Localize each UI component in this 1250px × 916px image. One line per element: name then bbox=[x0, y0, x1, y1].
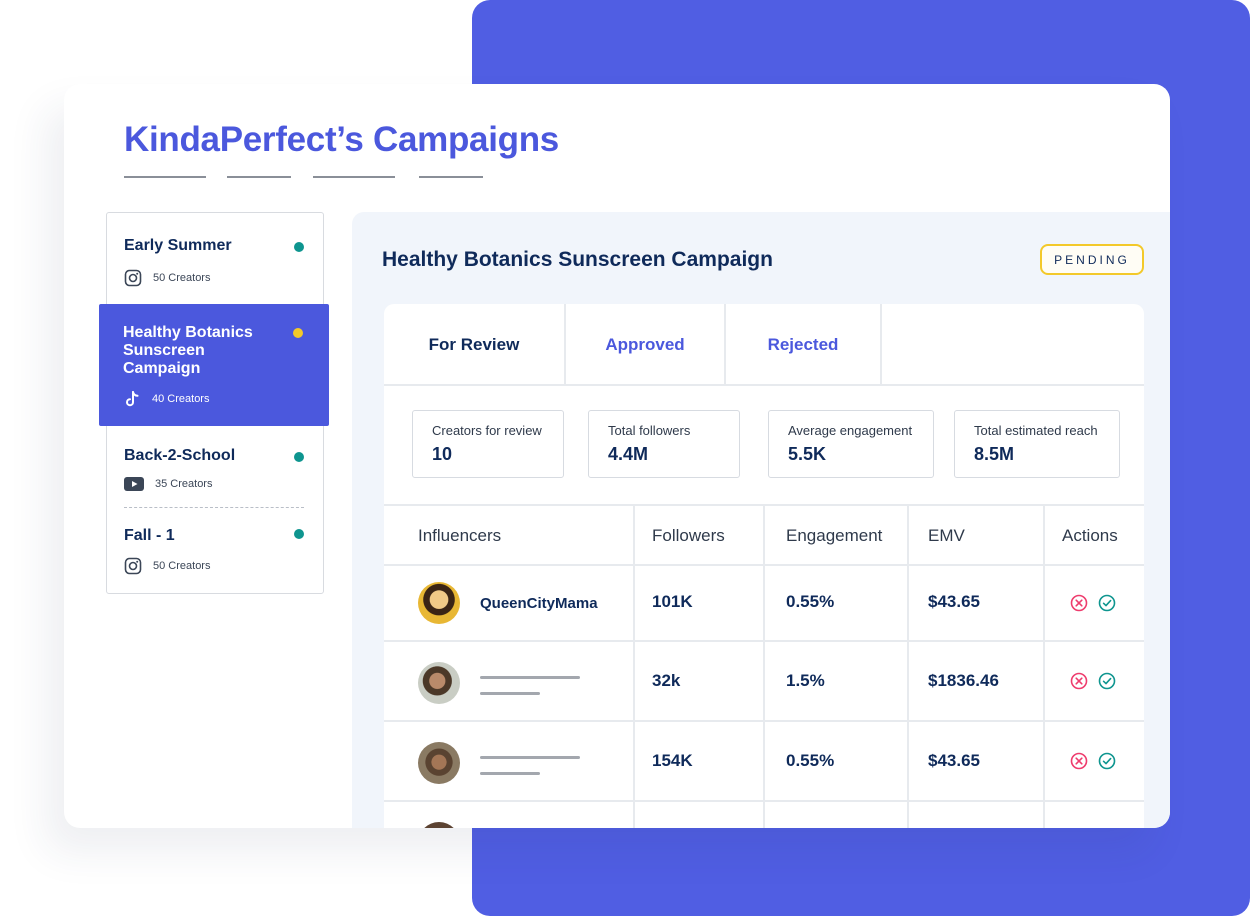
campaign-item-fall-1[interactable]: Fall - 1 50 Creators bbox=[107, 511, 323, 591]
approve-icon[interactable] bbox=[1098, 594, 1116, 612]
creator-count: 50 Creators bbox=[153, 272, 211, 284]
campaign-meta: 50 Creators bbox=[124, 557, 210, 575]
title-tab-placeholder[interactable] bbox=[419, 176, 483, 178]
stat-label: Average engagement bbox=[788, 423, 913, 438]
engagement-cell: 0.55% bbox=[786, 751, 835, 770]
campaign-item-back-2-school[interactable]: Back-2-School 35 Creators bbox=[107, 427, 323, 509]
stat-label: Total estimated reach bbox=[974, 423, 1098, 438]
stats-row: Creators for review 10 Total followers 4… bbox=[384, 388, 1144, 506]
stat-card: Average engagement 5.5K bbox=[768, 410, 934, 478]
avatar bbox=[418, 662, 460, 704]
stat-card: Creators for review 10 bbox=[412, 410, 564, 478]
review-tabs: For Review Approved Rejected bbox=[384, 304, 1144, 386]
creator-count: 40 Creators bbox=[152, 393, 210, 405]
divider bbox=[124, 507, 304, 508]
stat-value: 10 bbox=[432, 444, 453, 464]
emv-cell: $43.65 bbox=[928, 751, 980, 770]
tab-rejected[interactable]: Rejected bbox=[726, 304, 882, 386]
name-placeholder bbox=[480, 676, 580, 679]
stat-value: 5.5K bbox=[788, 444, 827, 464]
engagement-cell: 1.5% bbox=[786, 671, 825, 690]
name-placeholder bbox=[480, 772, 540, 775]
campaign-meta: 40 Creators bbox=[123, 390, 209, 408]
instagram-icon bbox=[124, 557, 142, 575]
status-dot bbox=[294, 242, 304, 252]
youtube-icon bbox=[124, 477, 144, 491]
followers-cell: 101K bbox=[652, 592, 693, 611]
status-badge: PENDING bbox=[1040, 244, 1144, 275]
reject-icon[interactable] bbox=[1070, 752, 1088, 770]
avatar bbox=[418, 742, 460, 784]
table-row[interactable]: QueenCityMama 101K 0.55% $43.65 bbox=[384, 566, 1144, 642]
followers-cell: 32k bbox=[652, 671, 681, 690]
avatar bbox=[418, 822, 460, 828]
page-title: KindaPerfect’s Campaigns bbox=[124, 120, 559, 159]
creator-count: 50 Creators bbox=[153, 560, 211, 572]
campaign-title: Healthy Botanics Sunscreen Campaign bbox=[382, 248, 773, 271]
avatar bbox=[418, 582, 460, 624]
approve-icon[interactable] bbox=[1098, 752, 1116, 770]
campaign-item-healthy-botanics[interactable]: Healthy Botanics Sunscreen Campaign 40 C… bbox=[99, 304, 329, 426]
column-header[interactable]: Actions bbox=[1062, 526, 1118, 545]
review-card: For Review Approved Rejected Creators fo… bbox=[384, 304, 1144, 828]
campaigns-card: KindaPerfect’s Campaigns Early Summer 50… bbox=[64, 84, 1170, 828]
campaign-name: Early Summer bbox=[124, 237, 232, 254]
tab-for-review[interactable]: For Review bbox=[384, 304, 566, 386]
campaign-name: Back-2-School bbox=[124, 447, 236, 464]
table-header: Influencers Followers Engagement EMV Act… bbox=[384, 506, 1144, 566]
stat-label: Creators for review bbox=[432, 423, 542, 438]
name-placeholder bbox=[480, 756, 580, 759]
column-divider bbox=[633, 506, 635, 828]
column-divider bbox=[1043, 506, 1045, 828]
campaign-meta: 50 Creators bbox=[124, 269, 210, 287]
stat-card: Total followers 4.4M bbox=[588, 410, 740, 478]
reject-icon[interactable] bbox=[1070, 594, 1088, 612]
table-row[interactable] bbox=[384, 802, 1144, 828]
instagram-icon bbox=[124, 269, 142, 287]
table-row[interactable]: 154K 0.55% $43.65 bbox=[384, 722, 1144, 802]
name-placeholder bbox=[480, 692, 540, 695]
column-header[interactable]: Engagement bbox=[786, 526, 883, 545]
tiktok-icon bbox=[126, 391, 139, 407]
column-header[interactable]: Followers bbox=[652, 526, 725, 545]
emv-cell: $1836.46 bbox=[928, 671, 999, 690]
title-tab-placeholder[interactable] bbox=[227, 176, 291, 178]
table-row[interactable]: 32k 1.5% $1836.46 bbox=[384, 642, 1144, 722]
column-header[interactable]: Influencers bbox=[418, 526, 502, 545]
stat-card: Total estimated reach 8.5M bbox=[954, 410, 1120, 478]
engagement-cell: 0.55% bbox=[786, 592, 835, 611]
title-tab-placeholder[interactable] bbox=[124, 176, 206, 178]
stat-value: 4.4M bbox=[608, 444, 649, 464]
status-dot bbox=[294, 529, 304, 539]
status-dot bbox=[293, 328, 303, 338]
influencer-handle[interactable]: QueenCityMama bbox=[480, 595, 598, 612]
approve-icon[interactable] bbox=[1098, 672, 1116, 690]
campaign-name: Healthy Botanics Sunscreen Campaign bbox=[123, 324, 253, 377]
column-header[interactable]: EMV bbox=[928, 526, 965, 545]
title-tab-placeholder[interactable] bbox=[313, 176, 395, 178]
reject-icon[interactable] bbox=[1070, 672, 1088, 690]
stat-value: 8.5M bbox=[974, 444, 1015, 464]
campaign-name: Fall - 1 bbox=[124, 527, 175, 544]
campaign-detail-panel: Healthy Botanics Sunscreen Campaign PEND… bbox=[352, 212, 1170, 828]
stat-label: Total followers bbox=[608, 423, 691, 438]
creator-count: 35 Creators bbox=[155, 478, 213, 490]
followers-cell: 154K bbox=[652, 751, 693, 770]
status-dot bbox=[294, 452, 304, 462]
column-divider bbox=[907, 506, 909, 828]
campaign-meta: 35 Creators bbox=[124, 475, 212, 493]
tab-approved[interactable]: Approved bbox=[566, 304, 726, 386]
campaign-list: Early Summer 50 Creators Healthy Botanic… bbox=[99, 212, 329, 594]
emv-cell: $43.65 bbox=[928, 592, 980, 611]
column-divider bbox=[763, 506, 765, 828]
campaign-item-early-summer[interactable]: Early Summer 50 Creators bbox=[107, 213, 323, 301]
